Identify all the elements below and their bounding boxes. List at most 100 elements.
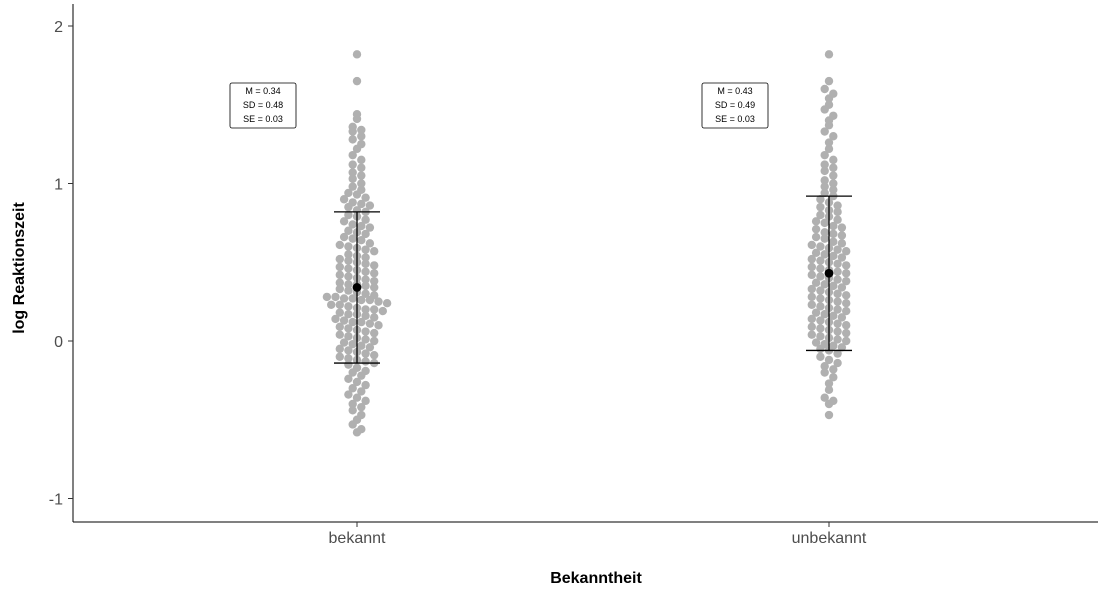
data-point	[824, 385, 834, 395]
data-point	[348, 420, 357, 429]
data-point	[357, 163, 366, 172]
data-point	[829, 281, 838, 291]
data-point	[811, 232, 821, 242]
data-point	[842, 336, 851, 346]
data-point	[811, 278, 821, 287]
data-point	[361, 281, 370, 291]
x-ticks: bekannt unbekannt	[329, 522, 867, 547]
data-point	[357, 171, 366, 180]
data-point	[829, 237, 838, 246]
data-point	[820, 280, 829, 289]
data-point	[833, 201, 842, 210]
data-point	[370, 276, 379, 286]
data-point	[829, 179, 838, 188]
data-point	[352, 50, 362, 59]
y-tick-label: 0	[54, 334, 63, 351]
data-point	[365, 343, 375, 352]
data-point	[829, 251, 838, 261]
stats-label-box: M = 0.43 SD = 0.49 SE = 0.03	[701, 82, 769, 129]
data-point	[807, 270, 816, 280]
data-point	[820, 393, 829, 402]
data-point	[370, 350, 379, 360]
data-point	[344, 346, 353, 355]
data-point	[816, 352, 825, 361]
data-point	[339, 338, 349, 347]
data-point	[348, 339, 357, 349]
data-point	[833, 289, 842, 298]
data-point	[829, 155, 838, 165]
stats-text: SE = 0.03	[243, 114, 283, 124]
data-point	[833, 245, 842, 254]
data-point	[327, 300, 336, 309]
data-point	[829, 132, 838, 141]
data-point	[820, 150, 829, 160]
data-point	[833, 297, 842, 306]
stats-text: SE = 0.03	[715, 114, 755, 124]
data-point	[365, 201, 375, 210]
data-point	[820, 127, 829, 136]
data-point	[820, 188, 829, 198]
data-point	[820, 84, 829, 94]
data-point	[335, 278, 344, 287]
data-point	[842, 321, 851, 330]
data-point	[344, 332, 353, 341]
data-point	[370, 261, 379, 270]
data-point	[842, 276, 851, 286]
data-point	[335, 300, 344, 309]
data-point	[837, 231, 847, 240]
stats-text: M = 0.34	[245, 86, 280, 96]
data-point	[820, 182, 829, 191]
data-point	[361, 335, 370, 344]
data-point	[816, 264, 825, 273]
data-point	[816, 286, 825, 295]
data-point	[829, 365, 838, 374]
data-point	[816, 324, 825, 333]
data-point	[365, 319, 375, 328]
data-point	[361, 245, 370, 254]
data-point	[820, 234, 829, 243]
data-point	[348, 317, 357, 327]
data-point	[807, 314, 816, 324]
data-point	[348, 150, 357, 160]
data-point	[357, 221, 366, 231]
data-point	[807, 300, 816, 309]
data-point	[820, 160, 829, 169]
data-point	[357, 341, 366, 350]
data-point	[833, 275, 842, 284]
data-point	[807, 254, 816, 264]
data-point	[331, 292, 340, 302]
data-point	[370, 269, 379, 278]
data-point	[370, 336, 379, 346]
data-point	[811, 217, 821, 226]
data-point	[829, 373, 838, 382]
data-point	[357, 295, 366, 305]
data-point	[807, 330, 816, 339]
data-point	[335, 270, 344, 280]
data-point	[352, 428, 362, 437]
data-point	[820, 105, 829, 114]
data-point	[352, 377, 362, 387]
data-point	[335, 308, 344, 317]
data-point	[820, 250, 829, 259]
data-point	[335, 254, 344, 264]
y-ticks: -1 0 1 2	[49, 19, 73, 509]
data-point	[811, 248, 821, 257]
data-point	[361, 267, 370, 276]
data-point	[361, 380, 370, 390]
y-tick-label: 2	[54, 19, 63, 36]
data-point	[829, 221, 838, 231]
data-point	[344, 256, 353, 265]
data-point	[331, 314, 340, 324]
stats-text: SD = 0.48	[243, 100, 283, 110]
data-point	[833, 207, 842, 217]
data-point	[348, 294, 357, 303]
data-point	[378, 306, 387, 316]
data-point	[820, 176, 829, 185]
data-point	[824, 94, 834, 103]
stats-label-box: M = 0.34 SD = 0.48 SE = 0.03	[229, 82, 297, 129]
data-point	[344, 264, 353, 273]
stats-box-background	[701, 82, 769, 129]
y-tick-label: 1	[54, 177, 63, 194]
data-point	[348, 368, 357, 377]
data-point	[361, 229, 370, 239]
